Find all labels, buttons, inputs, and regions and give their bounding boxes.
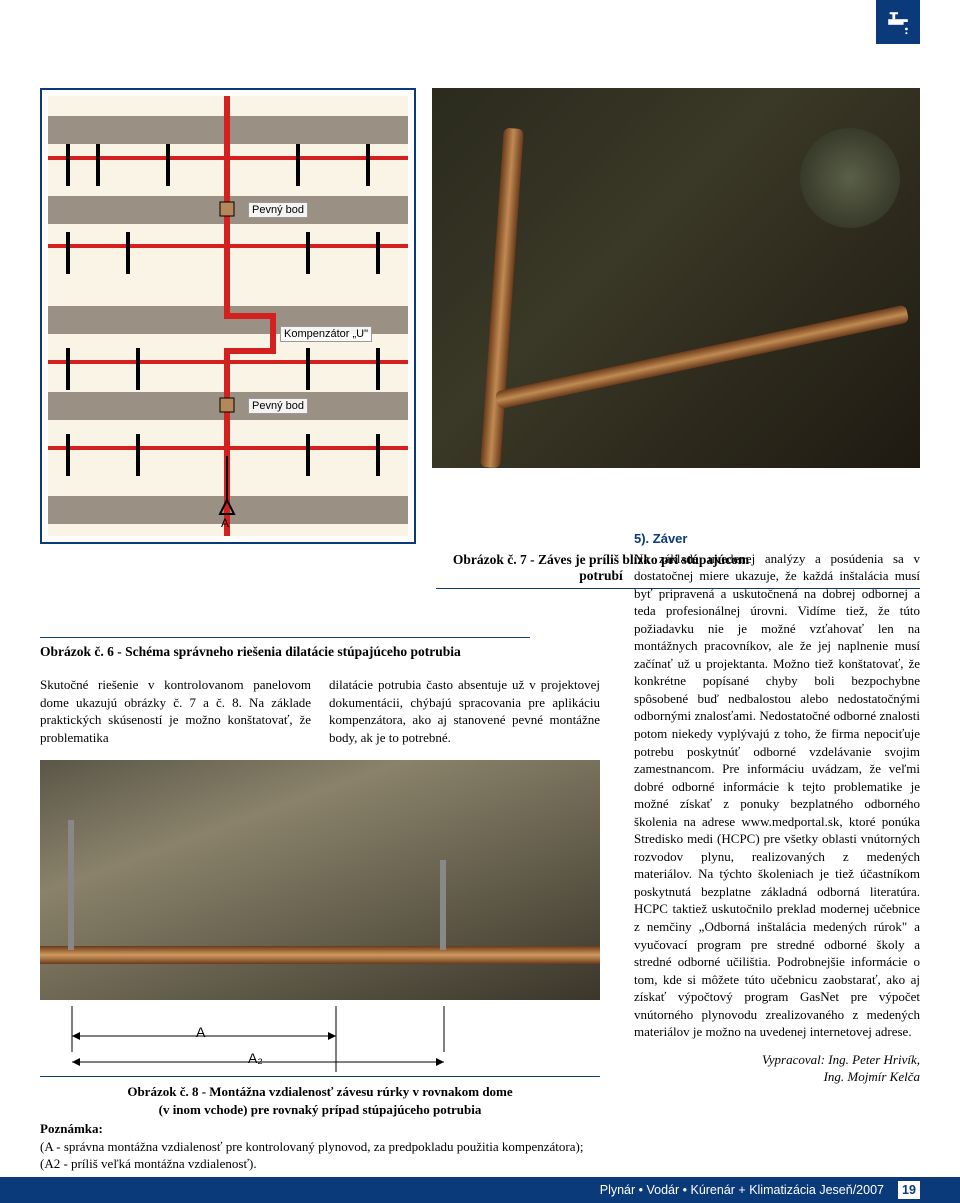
figure-6-schematic: Pevný bod Kompenzátor „U" Pevný bod A [48,96,408,536]
page-footer: Plynár • Vodár • Kúrenár + Klimatizácia … [0,1177,960,1203]
figure-8-dimension-diagram: A A₂ [40,1006,600,1076]
photo2-pipe [40,946,600,964]
figure-6-caption: Obrázok č. 6 - Schéma správneho riešenia… [40,637,530,660]
caption8-line2: (v inom vchode) pre rovnaký prípad stúpa… [40,1101,600,1119]
label-kompenzator: Kompenzátor „U" [280,326,372,342]
top-figure-row: Pevný bod Kompenzátor „U" Pevný bod A [40,88,920,544]
section-5-column: 5). Záver Na základe uvedenej analýzy a … [634,530,920,1086]
figure-8-caption-block: Obrázok č. 8 - Montážna vzdialenosť záve… [40,1076,600,1173]
figure-7-photo [432,88,920,468]
header-brand-icon [876,0,920,44]
photo-pipe-horizontal [495,305,910,410]
dim-label-a: A [196,1024,205,1040]
photo2-hanger-1 [68,820,74,950]
photo2-hanger-2 [440,860,446,950]
label-pevny-bod-bottom: Pevný bod [248,398,308,414]
faucet-icon [884,8,912,36]
photo-junction-box [800,128,900,228]
section-5-heading: 5). Záver [634,530,920,548]
figure-6-box: Pevný bod Kompenzátor „U" Pevný bod A [40,88,416,544]
figure-8-photo [40,760,600,1000]
footer-page-number: 19 [898,1181,920,1199]
caption8-note2: (A2 - príliš veľká montážna vzdialenosť)… [40,1156,257,1171]
caption8-line1: Obrázok č. 8 - Montážna vzdialenosť záve… [40,1083,600,1101]
mid-paragraph-columns: Skutočné riešenie v kontrolovanom panelo… [40,676,600,746]
section-5-body: Na základe uvedenej analýzy a posúdenia … [634,550,920,1041]
footer-text: Plynár • Vodár • Kúrenár + Klimatizácia … [600,1183,884,1197]
signoff-line1: Vypracoval: Ing. Peter Hrivík, [762,1052,920,1067]
photo-pipe-vertical [480,128,524,468]
schematic-svg [48,96,408,536]
midtext-col1: Skutočné riešenie v kontrolovanom panelo… [40,676,311,746]
caption8-note-label: Poznámka: [40,1121,103,1136]
caption8-note1: (A - správna montážna vzdialenosť pre ko… [40,1139,583,1154]
label-pevny-bod-top: Pevný bod [248,202,308,218]
signoff-line2: Ing. Mojmír Kelča [824,1069,920,1084]
midtext-col2: dilatácie potrubia často absentuje už v … [329,676,600,746]
dim-label-a2: A₂ [248,1050,263,1066]
label-marker-a: A [221,516,229,530]
